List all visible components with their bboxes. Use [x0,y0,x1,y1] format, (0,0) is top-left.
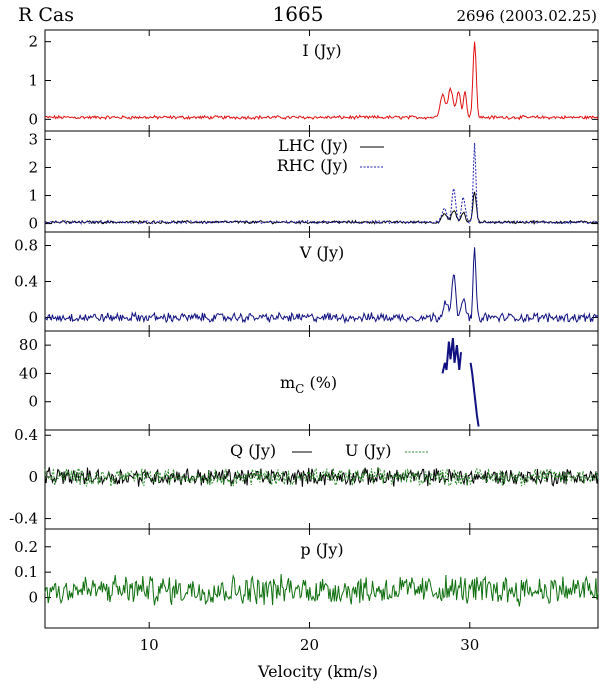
panels: 0 1 2 I (Jy) 0 1 2 3 LHC (Jy)RHC (Jy) 0 0.4 0.8 V (J… [9,29,599,654]
series-line-1 [44,467,599,487]
x-tick-label: 10 [140,636,159,654]
y-tick-label: 0 [28,589,38,607]
y-tick-label: 1 [28,187,38,205]
x-tick-label: 30 [460,636,479,654]
y-tick-label: 2 [28,33,38,51]
panel-6: 0 0.1 0.2 p (Jy) [14,528,599,629]
y-tick-label: 3 [28,130,38,148]
panel-5: -0.4 0 0.4 Q (Jy) U (Jy) [9,426,599,530]
panel-label: I (Jy) [302,41,341,60]
panel-3: 0 0.4 0.8 V (Jy) [14,231,599,332]
frequency-label: 1665 [273,2,324,26]
y-tick-label: 0 [28,215,38,233]
segment-line-1 [441,337,462,374]
panel-label: V (Jy) [299,243,345,262]
y-tick-label: 2 [28,158,38,176]
legend-label-u: U (Jy) [345,441,392,460]
legend-label-q: Q (Jy) [230,441,276,460]
series-line-1 [44,41,599,121]
y-tick-label: 0.2 [14,538,38,556]
segment-line-2 [469,362,480,427]
y-tick-label: 0.4 [14,273,38,291]
panel-4: 0 40 80 mC (%) [19,330,599,431]
y-tick-label: 0 [28,309,38,327]
series-line-1 [44,191,599,225]
series-line-1 [44,573,599,607]
y-tick-label: 0 [28,393,38,411]
panel-2: 0 1 2 3 LHC (Jy)RHC (Jy) [28,130,599,233]
y-tick-label: -0.4 [9,510,38,528]
legend-label-rhc: RHC (Jy) [277,156,348,175]
legend-label-lhc: LHC (Jy) [278,136,348,155]
series-line-2 [44,142,599,225]
series-line-1 [44,247,599,325]
label-sub: C [295,382,304,396]
y-tick-label: 0.4 [14,426,38,444]
panel-frame [44,528,599,629]
label-unit: (%) [304,373,337,392]
series-line-2 [44,465,599,487]
panel-1: 0 1 2 I (Jy) [28,29,599,132]
y-tick-label: 1 [28,72,38,90]
panel-label: mC (%) [280,373,337,396]
y-tick-label: 0 [28,468,38,486]
y-tick-label: 80 [19,336,38,354]
panel-label: p (Jy) [300,540,343,559]
y-tick-label: 40 [19,364,38,382]
star-name: R Cas [18,4,74,26]
y-tick-label: 0.1 [14,563,38,581]
epoch-label: 2696 (2003.02.25) [456,7,597,25]
x-axis-label: Velocity (km/s) [257,662,378,681]
label-main: m [280,373,295,392]
x-tick-label: 20 [300,636,319,654]
y-tick-label: 0 [28,110,38,128]
y-tick-label: 0.8 [14,237,38,255]
